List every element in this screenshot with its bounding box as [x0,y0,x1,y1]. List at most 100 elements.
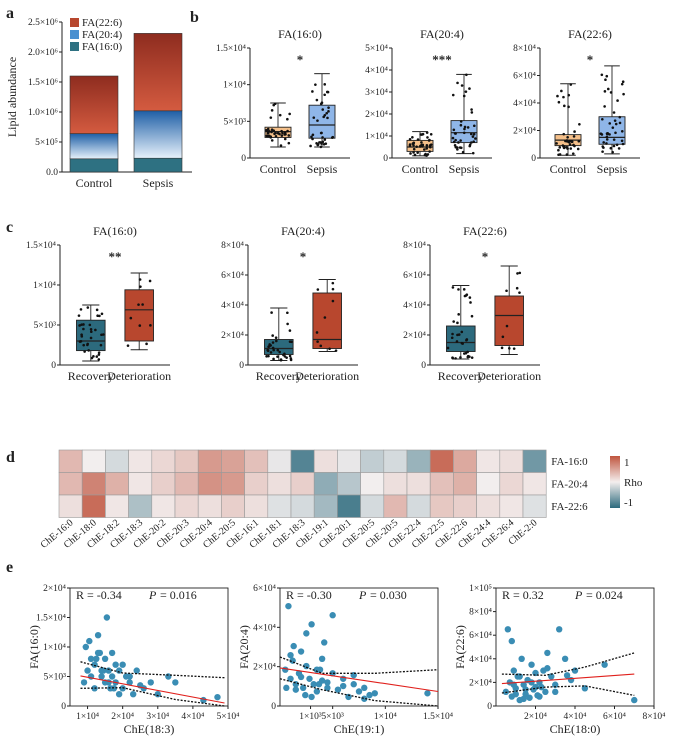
heatmap-cell [337,494,361,518]
y-tick-label: 8×10⁴ [221,241,245,251]
data-point [562,132,566,136]
data-point [119,661,126,668]
ci-upper-band [80,661,225,679]
data-point [456,81,459,85]
heatmap-cell [476,472,501,496]
data-point [615,143,619,147]
data-point [276,131,280,135]
data-point [463,125,467,129]
heatmap-cell [337,449,361,473]
data-point [472,124,476,128]
data-point [565,139,569,142]
data-point [471,135,475,138]
data-point [528,661,535,668]
heatmap-cell [290,449,315,473]
data-point [515,286,519,290]
data-point [285,602,292,610]
data-point [323,316,327,319]
data-point [95,355,99,358]
data-point [461,342,464,345]
y-tick-label: 2×10⁴ [513,127,537,137]
data-point [266,131,270,135]
data-point [569,147,573,150]
data-point [105,679,112,686]
heatmap-cell [151,449,176,473]
data-point [459,123,463,127]
data-point [425,147,429,150]
data-point [604,78,607,81]
heatmap-cell [197,472,222,496]
data-point [323,138,327,141]
data-point [504,626,512,633]
heatmap-cell [151,472,176,496]
data-point [101,655,109,662]
data-point [87,349,90,352]
y-tick-label: 6×10⁴ [253,584,277,594]
data-point [508,637,515,645]
data-point [309,144,312,148]
data-point [331,299,335,303]
data-point [454,357,457,360]
data-point [90,356,94,360]
data-point [321,639,328,646]
data-point [297,648,305,655]
data-point [79,308,83,311]
data-point [453,132,457,135]
data-point [271,334,274,337]
data-point [460,330,464,334]
heatmap-cell [429,449,454,473]
p-value: = 0.024 [586,588,623,602]
data-point [459,120,463,123]
color-scale [610,456,620,508]
y-tick-label: 0 [531,154,536,164]
data-point [419,133,423,136]
data-point [82,323,85,326]
data-point [138,278,142,281]
heatmap-cell [406,472,431,496]
data-point [464,351,468,355]
data-point [288,354,292,358]
heatmap-cell [406,494,431,518]
r-value: R = 0.32 [502,588,544,602]
p-label: P [574,588,583,602]
y-tick-label: 1×10⁴ [33,281,57,291]
y-tick-label: 5×10³ [44,673,67,683]
data-point [413,153,417,157]
x-axis-label: ChE(18:0) [550,722,601,736]
data-point [457,313,460,316]
y-tick-label: 1×10⁵ [469,584,492,594]
row-label: FA-16:0 [551,456,588,468]
x-tick-label: 1×10⁴ [76,712,100,722]
data-point [618,115,622,119]
heatmap-cell [105,472,129,496]
scatter-e-fa20: 0 2×10⁴ 4×10⁴ 6×10⁴ 1×10³ 5×10³ 1×10⁴ 1.5×10⁴ Ch… [237,584,454,736]
data-point [469,132,473,136]
y-tick-label: 4×10⁴ [469,655,493,665]
data-point [105,667,112,674]
data-point [313,688,321,695]
data-point [605,142,608,145]
data-point [468,87,471,90]
data-point [321,140,325,144]
data-point [456,333,459,337]
y-tick-label: 4×10⁴ [253,623,277,633]
data-point [325,111,328,115]
data-point [451,332,454,336]
y-tick-label: 5×10³ [34,321,57,331]
data-point [361,684,368,692]
data-point [286,322,289,326]
data-point [319,102,323,106]
data-point [270,128,274,132]
data-point [282,353,285,357]
data-point [424,690,431,697]
data-point [520,695,527,703]
data-point [108,673,116,680]
data-point [614,131,617,135]
y-tick-label: 3×10⁴ [365,88,389,98]
data-point [563,104,566,108]
heatmap-cell [197,494,222,518]
heatmap-cell [221,449,245,473]
data-point [571,667,579,674]
data-point [412,141,415,145]
data-point [327,106,330,109]
